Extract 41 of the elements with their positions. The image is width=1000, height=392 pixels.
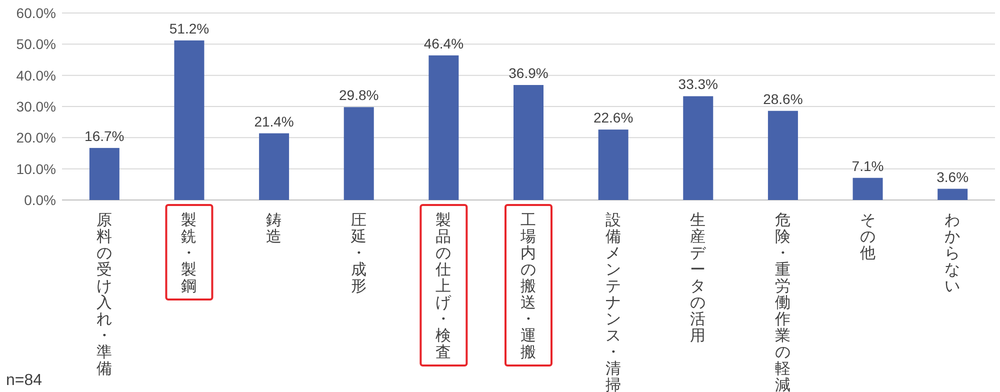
bar bbox=[683, 96, 714, 200]
y-tick-label: 40.0% bbox=[16, 67, 56, 84]
y-tick-label: 60.0% bbox=[16, 5, 56, 21]
y-tick-label: 10.0% bbox=[16, 160, 56, 177]
bar bbox=[938, 188, 968, 200]
x-tick-label: その他 bbox=[860, 212, 876, 262]
bar bbox=[259, 133, 290, 200]
y-tick-label: 0.0% bbox=[24, 192, 56, 208]
data-label: 21.4% bbox=[254, 113, 294, 130]
bar bbox=[344, 107, 374, 200]
category-label: 製品の仕上げ・検査 bbox=[436, 212, 452, 362]
y-tick-label: 20.0% bbox=[16, 130, 56, 146]
bar bbox=[852, 178, 883, 200]
x-tick-label: 製銑・製鋼 bbox=[181, 211, 198, 296]
bar bbox=[174, 40, 204, 200]
x-tick-label: 圧延・成形 bbox=[350, 212, 367, 296]
data-label: 28.6% bbox=[763, 90, 803, 107]
x-tick-label: 生産データの活用 bbox=[690, 211, 708, 345]
data-label: 7.1% bbox=[852, 158, 884, 174]
data-label: 51.2% bbox=[169, 20, 210, 36]
bar bbox=[768, 110, 798, 200]
data-label: 29.8% bbox=[339, 87, 379, 104]
data-label: 22.6% bbox=[593, 110, 634, 126]
data-label: 3.6% bbox=[936, 168, 969, 185]
y-tick-label: 50.0% bbox=[16, 36, 56, 52]
y-tick-label: 30.0% bbox=[16, 98, 56, 114]
bar bbox=[598, 130, 628, 200]
bar bbox=[89, 148, 120, 200]
data-label: 36.9% bbox=[508, 64, 548, 81]
category-label: 設備メンテナンス・清掃 bbox=[605, 212, 622, 392]
category-label: 危険・重労働作業の軽減 bbox=[774, 212, 791, 392]
category-label: 原料の受け入れ・準備 bbox=[96, 212, 112, 378]
x-tick-label: わからない bbox=[944, 212, 961, 296]
data-label: 16.7% bbox=[84, 128, 124, 144]
data-label: 46.4% bbox=[424, 35, 464, 52]
data-label: 33.3% bbox=[678, 76, 718, 92]
category-label: 工場内の搬送・運搬 bbox=[520, 212, 536, 362]
x-tick-label: 鋳造 bbox=[266, 212, 282, 246]
text: n=84 bbox=[6, 372, 42, 389]
bar bbox=[514, 84, 544, 200]
bar bbox=[428, 55, 459, 200]
